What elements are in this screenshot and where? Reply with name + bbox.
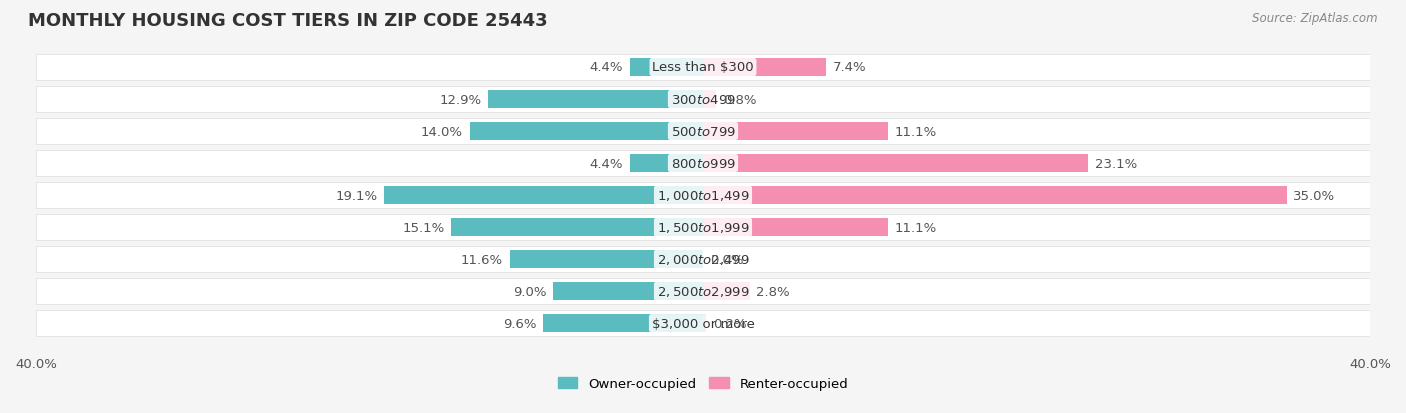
- Text: 2.8%: 2.8%: [756, 285, 790, 298]
- Bar: [37, 247, 1369, 272]
- Bar: [37, 55, 1369, 81]
- Text: 0.0%: 0.0%: [710, 253, 744, 266]
- Bar: [703, 59, 827, 77]
- Bar: [451, 219, 703, 236]
- Text: $1,000 to $1,499: $1,000 to $1,499: [657, 189, 749, 203]
- Text: 9.6%: 9.6%: [503, 317, 536, 330]
- Text: 19.1%: 19.1%: [336, 189, 378, 202]
- Legend: Owner-occupied, Renter-occupied: Owner-occupied, Renter-occupied: [553, 372, 853, 395]
- Bar: [703, 123, 889, 140]
- Bar: [37, 215, 1369, 240]
- Text: $2,500 to $2,999: $2,500 to $2,999: [657, 285, 749, 299]
- Text: 7.4%: 7.4%: [834, 62, 866, 74]
- Text: 35.0%: 35.0%: [1294, 189, 1336, 202]
- Text: 11.6%: 11.6%: [461, 253, 503, 266]
- Bar: [37, 279, 1369, 304]
- Text: Source: ZipAtlas.com: Source: ZipAtlas.com: [1253, 12, 1378, 25]
- Bar: [470, 123, 703, 140]
- Text: 11.1%: 11.1%: [894, 125, 936, 138]
- Text: 0.8%: 0.8%: [723, 93, 756, 106]
- Text: 4.4%: 4.4%: [589, 62, 623, 74]
- Text: $300 to $499: $300 to $499: [671, 93, 735, 106]
- Text: $1,500 to $1,999: $1,500 to $1,999: [657, 221, 749, 235]
- Text: $500 to $799: $500 to $799: [671, 125, 735, 138]
- Text: 23.1%: 23.1%: [1095, 157, 1137, 170]
- Bar: [703, 315, 706, 332]
- Bar: [37, 87, 1369, 113]
- Bar: [37, 119, 1369, 145]
- Text: Less than $300: Less than $300: [652, 62, 754, 74]
- Bar: [37, 183, 1369, 209]
- Bar: [543, 315, 703, 332]
- Text: MONTHLY HOUSING COST TIERS IN ZIP CODE 25443: MONTHLY HOUSING COST TIERS IN ZIP CODE 2…: [28, 12, 548, 30]
- Text: 14.0%: 14.0%: [420, 125, 463, 138]
- Text: 11.1%: 11.1%: [894, 221, 936, 234]
- Bar: [488, 91, 703, 109]
- Bar: [703, 155, 1088, 173]
- Bar: [703, 187, 1286, 204]
- Bar: [703, 91, 716, 109]
- Text: $3,000 or more: $3,000 or more: [651, 317, 755, 330]
- Bar: [630, 155, 703, 173]
- Bar: [703, 282, 749, 300]
- Text: $800 to $999: $800 to $999: [671, 157, 735, 170]
- Bar: [703, 219, 889, 236]
- Bar: [630, 59, 703, 77]
- Bar: [37, 151, 1369, 176]
- Bar: [37, 311, 1369, 336]
- Bar: [384, 187, 703, 204]
- Bar: [509, 251, 703, 268]
- Text: 4.4%: 4.4%: [589, 157, 623, 170]
- Bar: [553, 282, 703, 300]
- Text: 15.1%: 15.1%: [402, 221, 444, 234]
- Text: 12.9%: 12.9%: [439, 93, 481, 106]
- Text: $2,000 to $2,499: $2,000 to $2,499: [657, 252, 749, 266]
- Text: 9.0%: 9.0%: [513, 285, 547, 298]
- Text: 0.2%: 0.2%: [713, 317, 747, 330]
